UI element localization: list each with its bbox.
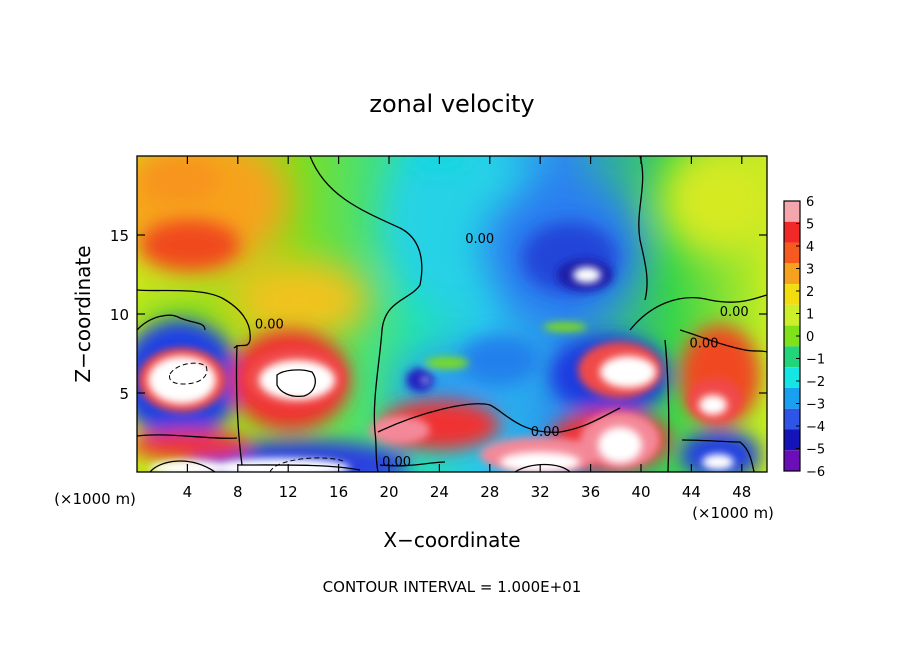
x-axis-title: X−coordinate: [383, 528, 520, 552]
colorbar-cell: [784, 325, 800, 347]
colorbar: 6 5 4 3 2 1 0 −1 −2 −3 −4 −5 −6: [783, 195, 825, 480]
colorbar-tick-label: 6: [806, 195, 814, 210]
colorbar-cell: [784, 284, 800, 305]
x-tick-label: 36: [581, 483, 600, 501]
x-tick-label: 8: [233, 483, 243, 501]
x-tick-label: 20: [379, 483, 398, 501]
x-unit-left: (×1000 m): [54, 490, 136, 508]
colorbar-cell: [784, 408, 800, 430]
chart-title: zonal velocity: [369, 90, 534, 118]
colorbar-tick-label: 0: [806, 330, 814, 345]
x-tick-label: 44: [682, 483, 701, 501]
colorbar-tick-label: 5: [806, 218, 814, 233]
colorbar-cell: [784, 242, 800, 264]
x-tick-label: 4: [183, 483, 193, 501]
colorbar-cell: [784, 429, 800, 451]
x-tick-label: 28: [480, 483, 499, 501]
colorbar-tick-label: 1: [806, 308, 814, 323]
colorbar-tick-label: −2: [806, 375, 825, 390]
x-tick-label: 16: [329, 483, 348, 501]
x-tick-label: 24: [430, 483, 449, 501]
contour-label: 0.00: [465, 232, 494, 247]
colorbar-tick-label: 3: [806, 263, 814, 278]
x-tick-label: 12: [279, 483, 298, 501]
colorbar-tick-label: −5: [806, 443, 825, 458]
colorbar-tick-label: 4: [806, 240, 814, 255]
x-tick-label: 48: [732, 483, 751, 501]
colorbar-cell: [784, 201, 800, 222]
colorbar-tick-label: −1: [806, 353, 825, 368]
colorbar-tick-label: −3: [806, 398, 825, 413]
colorbar-cell: [784, 346, 800, 368]
x-tick-label: 40: [631, 483, 650, 501]
y-tick-label: 5: [119, 385, 129, 403]
contour-lines: [137, 156, 767, 472]
y-tick-label: 10: [110, 306, 129, 324]
y-axis-title: Z−coordinate: [71, 245, 95, 382]
heatmap-field: 0.00 0.00 0.00 0.00 0.00 0.00: [137, 156, 767, 472]
colorbar-cell: [784, 263, 800, 285]
colorbar-tick-label: −4: [806, 420, 825, 435]
contour-label: 0.00: [720, 305, 749, 320]
colorbar-tick-label: −6: [806, 465, 825, 480]
colorbar-cell: [784, 387, 800, 409]
y-tick-label: 15: [110, 227, 129, 245]
colorbar-tick-label: 2: [806, 285, 814, 300]
x-unit-right: (×1000 m): [692, 504, 774, 522]
contour-label: 0.00: [382, 455, 411, 470]
colorbar-cell: [784, 367, 800, 388]
colorbar-cell: [784, 221, 800, 243]
x-tick-label: 32: [531, 483, 550, 501]
colorbar-cell: [784, 450, 800, 471]
contour-label: 0.00: [531, 425, 560, 440]
colorbar-cell: [784, 304, 800, 326]
contour-label: 0.00: [690, 336, 719, 351]
contour-interval-note: CONTOUR INTERVAL = 1.000E+01: [323, 578, 582, 596]
contour-label: 0.00: [255, 317, 284, 332]
